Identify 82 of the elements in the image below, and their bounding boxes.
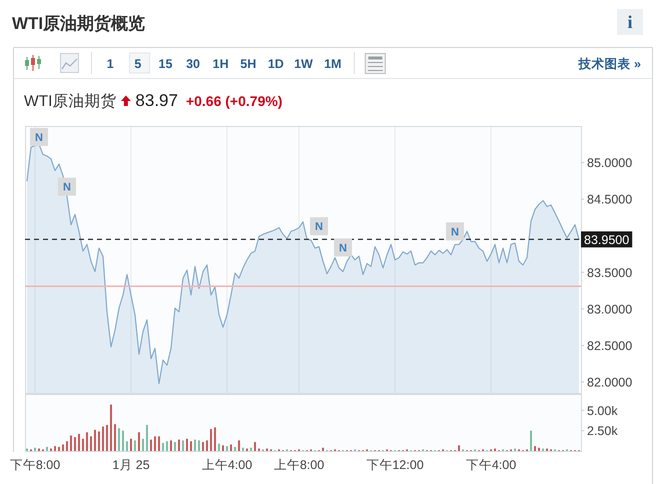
bar <box>178 440 180 451</box>
bar <box>94 430 96 451</box>
bar <box>98 431 100 451</box>
bar <box>242 448 244 451</box>
bar <box>226 446 228 451</box>
bar <box>534 446 536 451</box>
y-tick-label: 85.0000 <box>587 156 632 170</box>
chart-title: WTI原油期货概览 <box>12 14 146 33</box>
y-tick-label: 5.00k <box>587 404 618 418</box>
bar <box>254 442 256 451</box>
bar <box>86 432 88 451</box>
x-tick-label: 上午8:00 <box>274 458 324 472</box>
bar <box>122 430 124 451</box>
bar <box>46 446 48 451</box>
bar <box>206 440 208 451</box>
bar <box>142 438 144 451</box>
bar <box>230 444 232 451</box>
bar <box>190 441 192 451</box>
x-tick-label: 下午12:00 <box>366 458 424 472</box>
bar <box>538 448 540 451</box>
y-tick-label: 83.0000 <box>587 302 632 316</box>
y-tick-label: 82.5000 <box>587 338 632 353</box>
bar <box>222 445 224 451</box>
bar <box>138 432 140 451</box>
bar <box>194 440 196 451</box>
bar <box>34 448 36 451</box>
bar <box>234 446 236 451</box>
text: 1 5 15 30 1H 5H 1D 1W 1M <box>106 57 342 71</box>
text: N <box>315 221 323 234</box>
bar <box>58 446 60 451</box>
bar <box>198 440 200 451</box>
bar <box>114 424 116 451</box>
y-tick-label: 82.0000 <box>587 376 632 390</box>
text: N <box>451 226 459 238</box>
bar <box>530 430 532 451</box>
text: i <box>627 12 633 32</box>
bar <box>146 424 148 451</box>
bar <box>134 440 136 451</box>
bar <box>66 441 68 451</box>
x-tick-label: 上午4:00 <box>202 458 252 472</box>
bar <box>214 427 216 451</box>
bar <box>82 438 84 451</box>
series-label: N <box>35 132 44 144</box>
bar <box>162 442 164 451</box>
bar <box>186 438 188 451</box>
bar <box>62 444 64 451</box>
y-tick-label: 83.5000 <box>587 266 632 280</box>
bar <box>182 440 184 451</box>
bar <box>322 448 324 451</box>
bar <box>70 436 72 451</box>
bar <box>458 445 460 451</box>
bar <box>154 436 156 451</box>
bar <box>106 424 108 451</box>
bar <box>110 404 112 451</box>
bar <box>202 442 204 451</box>
y-tick-label: 2.50k <box>587 424 618 438</box>
y-tick-label: 84.5000 <box>587 192 632 207</box>
bar <box>166 441 168 451</box>
bar <box>250 448 252 451</box>
ref-line-label: 83.9500 <box>584 232 630 247</box>
bar <box>126 441 128 451</box>
bar <box>118 428 120 451</box>
bar <box>174 442 176 451</box>
bar <box>54 446 56 451</box>
x-tick-label: 下午4:00 <box>466 458 516 472</box>
bar <box>170 440 172 451</box>
bar <box>210 429 212 451</box>
bar <box>218 444 220 451</box>
bar <box>78 434 80 451</box>
bar <box>150 440 152 451</box>
text: WTI原油期货 83.97 +0.66 (+0.79%) <box>24 91 282 110</box>
bar <box>130 438 132 451</box>
bar <box>158 436 160 451</box>
x-tick-label: 1月 25 <box>112 458 150 472</box>
x-tick-label: 下午8:00 <box>10 458 60 472</box>
text: N <box>63 182 71 194</box>
text: N <box>339 242 347 254</box>
bar <box>102 426 104 451</box>
bar <box>90 436 92 451</box>
bar <box>238 440 240 451</box>
bar <box>74 437 76 451</box>
text: 技术图表 » <box>578 57 642 71</box>
